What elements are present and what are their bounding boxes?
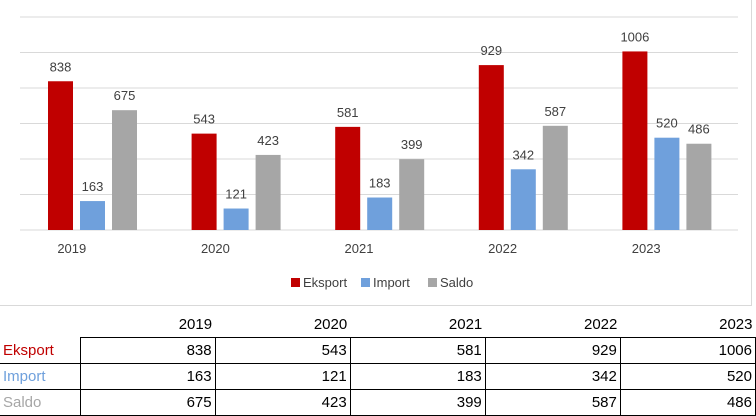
bar-eksport-2020 (191, 133, 217, 230)
x-tick-label-2023: 2023 (632, 241, 661, 256)
data-label-saldo-2020: 423 (257, 133, 279, 148)
legend-label-eksport: Eksport (303, 275, 347, 290)
legend-label-import: Import (373, 275, 410, 290)
table-cell: 838 (79, 337, 216, 364)
table-header-cell: 2019 (80, 312, 216, 338)
table-cell: 587 (484, 389, 621, 416)
data-label-eksport-2021: 581 (337, 105, 359, 120)
table-row-eksport: Eksport 838 543 581 929 1006 (0, 337, 756, 364)
bar-saldo-2023 (686, 143, 712, 230)
bar-eksport-2019 (48, 81, 73, 230)
table-cell: 929 (484, 337, 621, 364)
bar-eksport-2022 (478, 65, 504, 230)
bar-chart: 838 163 675 2019 543 121 423 2020 581 183 399 2021 9… (20, 16, 738, 290)
table-cell: 121 (214, 363, 351, 390)
data-table: 2019 2020 2021 2022 2023 Eksport 838 543… (0, 312, 756, 416)
bar-import-2022 (510, 169, 536, 230)
x-tick-label-2020: 2020 (201, 241, 230, 256)
table-header-cell: 2021 (350, 312, 486, 338)
table-header-cell: 2023 (620, 312, 756, 338)
bar-import-2023 (654, 137, 680, 230)
data-label-saldo-2021: 399 (401, 137, 423, 152)
data-label-saldo-2023: 486 (688, 122, 710, 137)
bar-saldo-2022 (542, 125, 568, 230)
data-label-import-2023: 520 (656, 116, 678, 131)
data-label-saldo-2022: 587 (544, 104, 566, 119)
data-label-eksport-2019: 838 (50, 59, 72, 74)
table-cell: 520 (619, 363, 756, 390)
bar-saldo-2020 (255, 154, 281, 230)
x-tick-label-2021: 2021 (345, 241, 374, 256)
table-cell: 342 (484, 363, 621, 390)
bar-saldo-2021 (399, 159, 425, 230)
data-label-eksport-2023: 1006 (620, 29, 649, 44)
table-header-cell: 2020 (215, 312, 351, 338)
row-label-saldo: Saldo (0, 389, 80, 416)
table-row-import: Import 163 121 183 342 520 (0, 363, 756, 390)
legend-swatch-saldo (428, 278, 437, 287)
data-label-eksport-2020: 543 (193, 112, 215, 127)
bar-import-2019 (80, 201, 105, 230)
data-label-import-2019: 163 (82, 179, 104, 194)
table-cell: 163 (79, 363, 216, 390)
row-label-import: Import (0, 363, 80, 390)
table-cell: 543 (214, 337, 351, 364)
table-header-row: 2019 2020 2021 2022 2023 (0, 312, 756, 338)
bar-import-2020 (223, 208, 249, 230)
x-tick-label-2022: 2022 (488, 241, 517, 256)
legend-swatch-eksport (291, 278, 300, 287)
legend-label-saldo: Saldo (440, 275, 473, 290)
data-label-import-2020: 121 (225, 187, 247, 202)
table-cell: 183 (349, 363, 486, 390)
data-label-eksport-2022: 929 (480, 43, 502, 58)
chart-area: 838 163 675 2019 543 121 423 2020 581 183 399 2021 9… (0, 0, 752, 306)
bar-import-2021 (367, 197, 393, 230)
row-label-eksport: Eksport (0, 337, 80, 364)
table-corner-cell (0, 312, 80, 338)
x-tick-label-2019: 2019 (57, 241, 86, 256)
table-cell: 675 (79, 389, 216, 416)
table-cell: 581 (349, 337, 486, 364)
table-cell: 399 (349, 389, 486, 416)
table-cell: 423 (214, 389, 351, 416)
bar-saldo-2019 (112, 110, 137, 230)
table-header-cell: 2022 (485, 312, 621, 338)
data-label-import-2022: 342 (512, 147, 534, 162)
bar-eksport-2023 (622, 51, 648, 231)
data-label-saldo-2019: 675 (114, 88, 136, 103)
table-row-saldo: Saldo 675 423 399 587 486 (0, 389, 756, 416)
data-label-import-2021: 183 (369, 176, 391, 191)
legend-swatch-import (361, 278, 370, 287)
table-cell: 486 (619, 389, 756, 416)
table-cell: 1006 (619, 337, 756, 364)
bar-eksport-2021 (335, 126, 361, 230)
